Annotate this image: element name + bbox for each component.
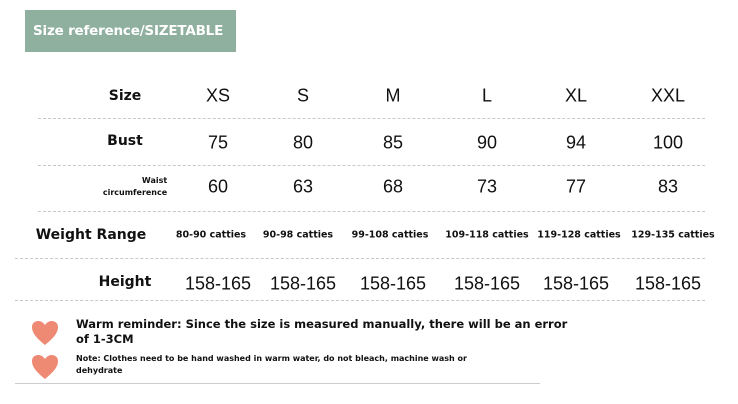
table-cell: 60 (207, 176, 229, 197)
table-cell: 85 (382, 132, 404, 153)
row-label: Size (108, 88, 142, 104)
table-cell: 158-165 (269, 273, 337, 294)
row-label: Waist circumference (103, 175, 167, 199)
table-cell: 75 (207, 132, 229, 153)
table-cell: 158-165 (453, 273, 521, 294)
row-label-line: circumference (102, 188, 168, 197)
table-cell: 80-90 catties (175, 229, 247, 241)
divider (15, 383, 540, 384)
row-divider (38, 211, 705, 212)
row-divider (15, 258, 705, 259)
table-cell: 73 (476, 176, 498, 197)
table-cell: XXL (650, 85, 686, 106)
row-label: Weight Range (35, 227, 147, 243)
table-cell: 90 (476, 132, 498, 153)
care-line-1: Note: Clothes need to be hand washed in … (76, 354, 467, 363)
reminder-line-1: Warm reminder: Since the size is measure… (76, 317, 568, 331)
care-line-2: dehydrate (76, 366, 123, 375)
table-cell: 68 (382, 176, 404, 197)
table-cell: 158-165 (542, 273, 610, 294)
table-cell: 158-165 (634, 273, 702, 294)
table-cell: 63 (292, 176, 314, 197)
table-cell: 90-98 catties (262, 229, 334, 241)
title-banner: Size reference/SIZETABLE (25, 10, 236, 52)
table-cell: 158-165 (359, 273, 427, 294)
table-cell: 129-135 catties (631, 229, 715, 241)
table-cell: 94 (565, 132, 587, 153)
table-cell: XL (564, 85, 588, 106)
table-cell: 100 (652, 132, 684, 153)
row-divider (38, 118, 705, 119)
table-cell: M (385, 85, 401, 106)
heart-icon (32, 321, 58, 345)
table-cell: XS (205, 85, 231, 106)
table-cell: 109-118 catties (445, 229, 529, 241)
table-cell: 80 (292, 132, 314, 153)
table-cell: 77 (565, 176, 587, 197)
heart-icon (32, 355, 58, 379)
table-cell: 99-108 catties (351, 229, 429, 241)
table-cell: S (296, 85, 310, 106)
row-label: Bust (107, 133, 143, 149)
table-cell: 83 (657, 176, 679, 197)
table-cell: 158-165 (184, 273, 252, 294)
row-label-line: Waist (141, 176, 168, 185)
table-cell: L (481, 85, 493, 106)
row-label: Height (98, 274, 152, 290)
reminder-line-2: of 1-3CM (76, 332, 134, 346)
row-divider (15, 300, 705, 301)
row-divider (38, 165, 705, 166)
table-cell: 119-128 catties (537, 229, 621, 241)
